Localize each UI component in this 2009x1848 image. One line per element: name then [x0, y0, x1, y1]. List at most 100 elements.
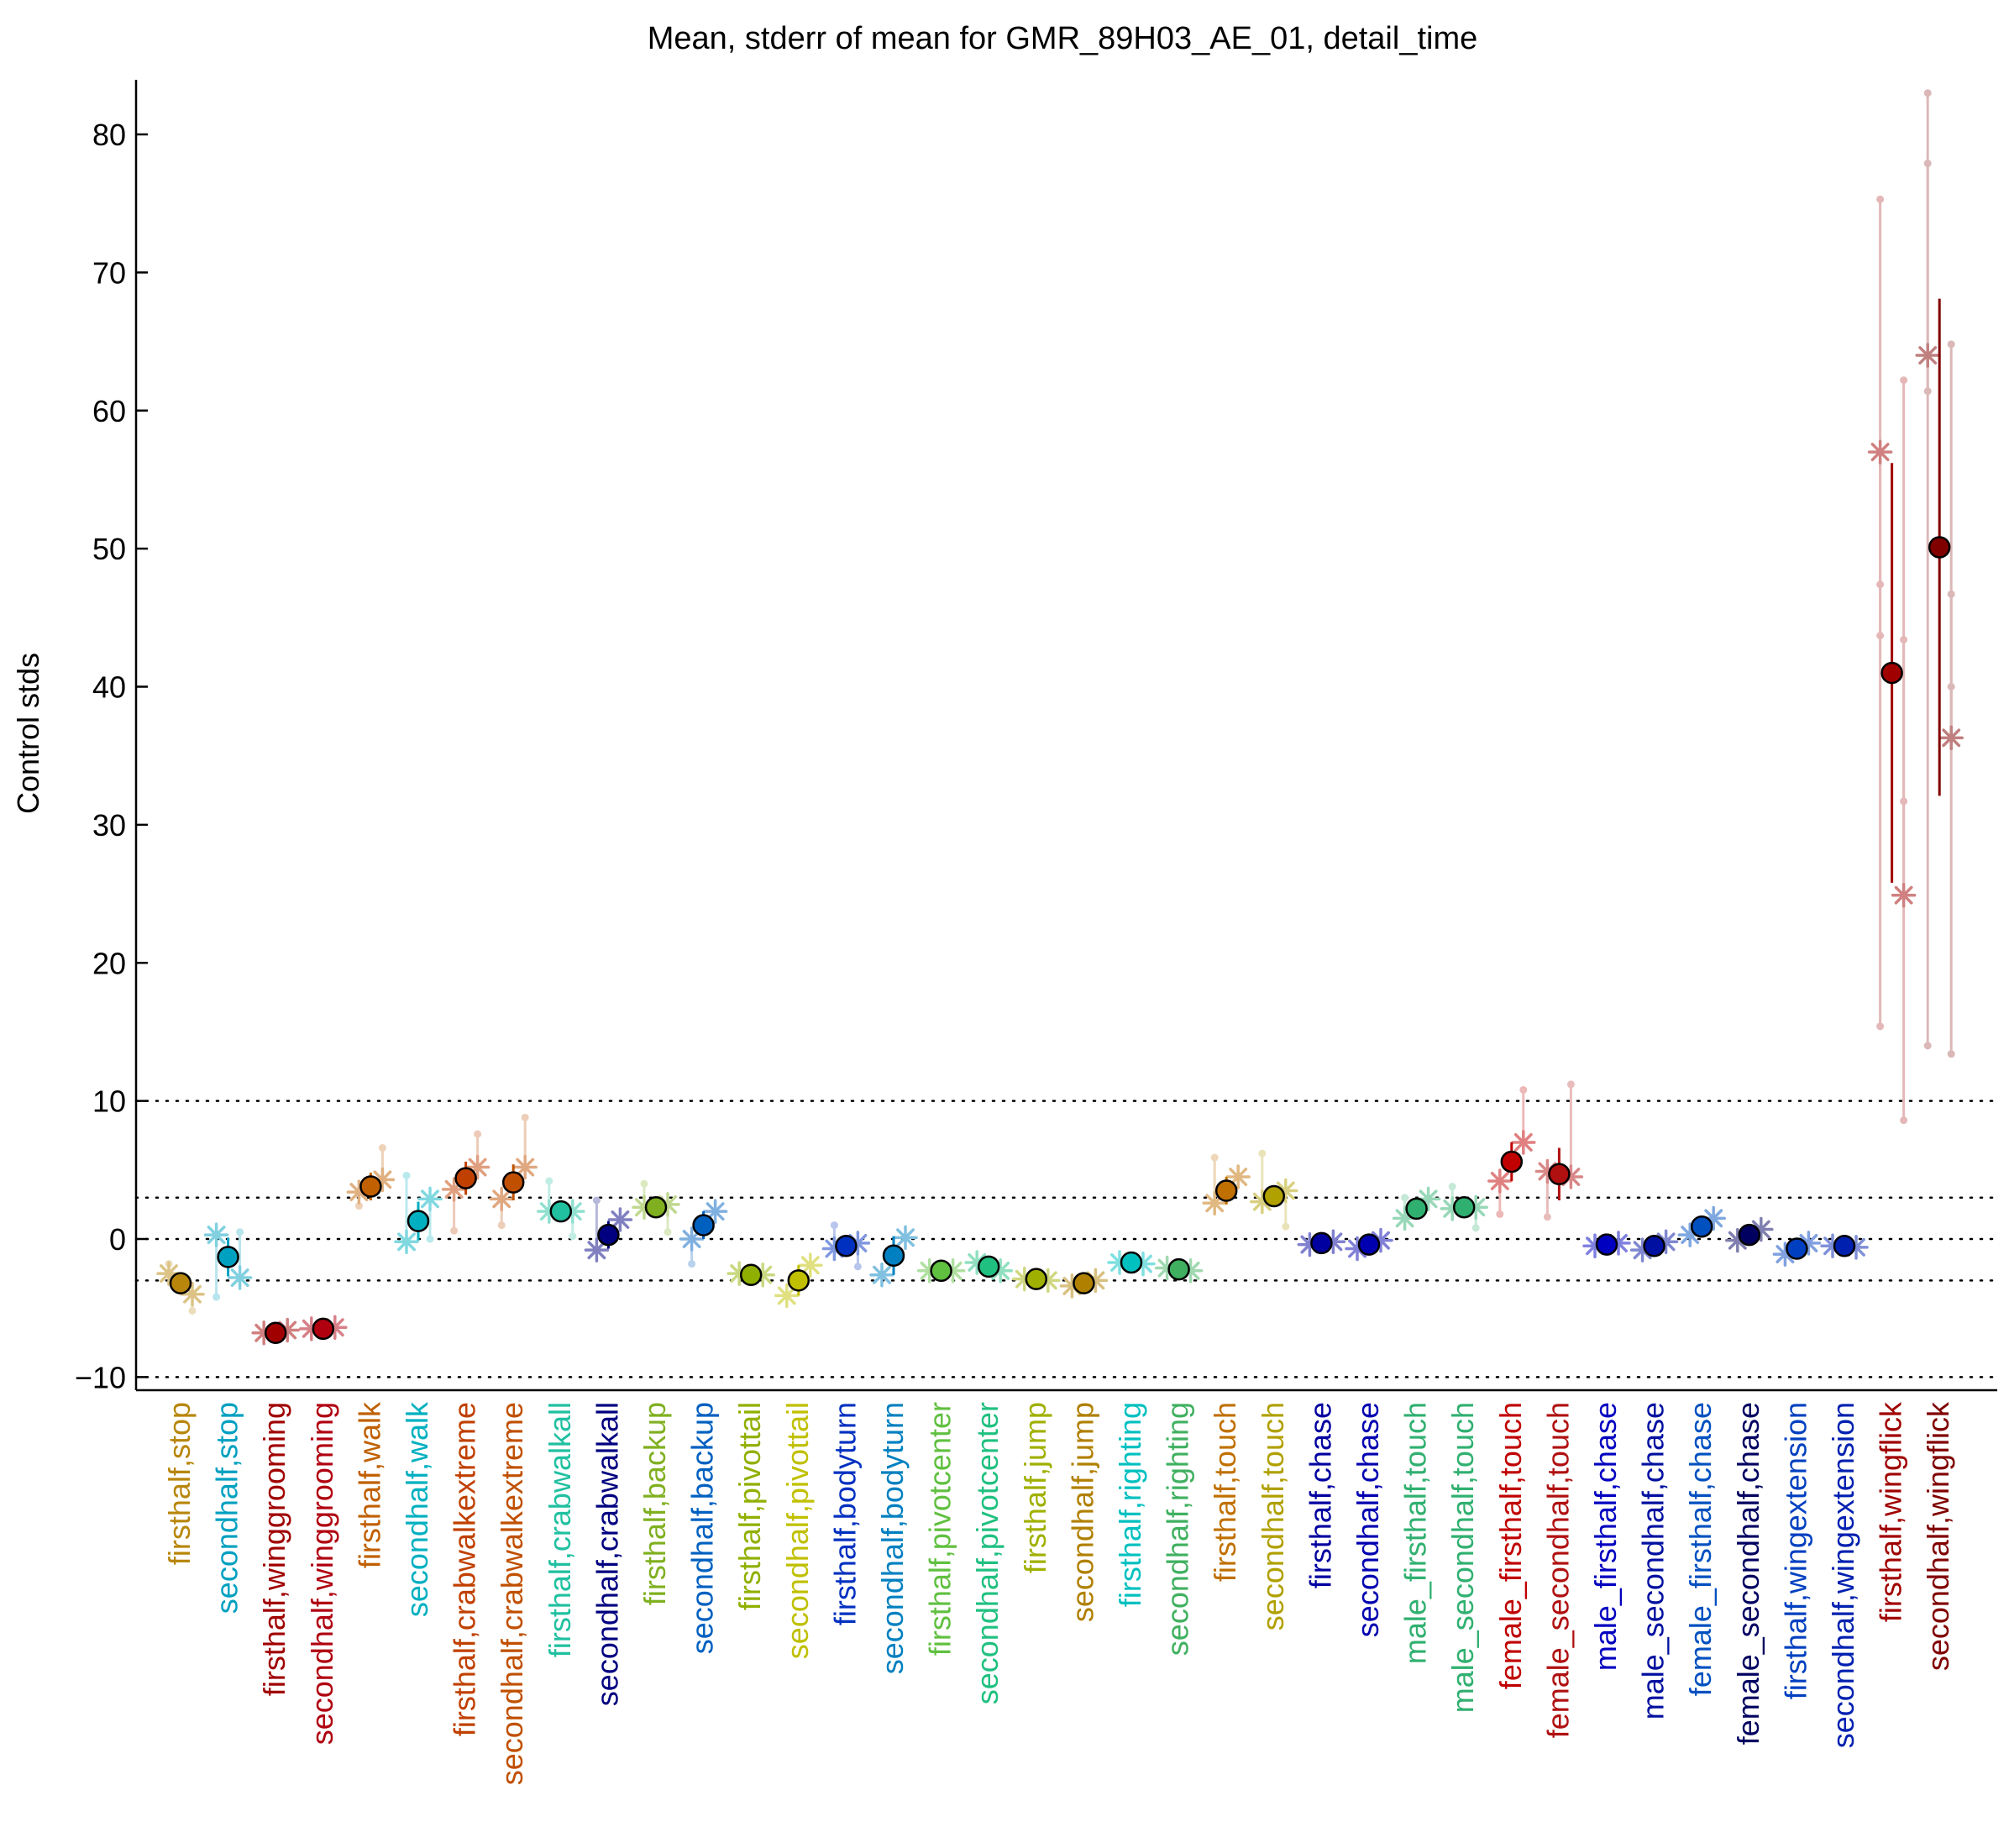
x-tick-label: firsthalf,pivotcenter: [923, 1402, 957, 1656]
sample-dot: [450, 1226, 459, 1235]
star-stroke: [1513, 1132, 1533, 1152]
sample-dot: [1900, 797, 1908, 806]
mean-marker: [1595, 1233, 1618, 1256]
category-firsthalf,walk: [346, 1144, 396, 1210]
category-firsthalf,righting: [1107, 1250, 1156, 1277]
y-axis-label: Control stds: [11, 653, 45, 814]
star-stroke: [1918, 346, 1938, 365]
sample-dot: [1496, 1210, 1504, 1218]
x-tick-label: male_secondhalf,touch: [1445, 1402, 1480, 1713]
star-marker: [417, 1186, 443, 1212]
star-marker: [584, 1237, 610, 1263]
mean-marker: [454, 1167, 477, 1189]
category-firsthalf,winggrooming: [251, 1317, 300, 1346]
star-marker: [464, 1154, 490, 1180]
sample-dot: [664, 1228, 672, 1236]
star-marker: [1891, 882, 1917, 908]
sample-dot: [1258, 1149, 1267, 1158]
x-tick-label: firsthalf,righting: [1113, 1402, 1147, 1607]
star-stroke: [968, 1253, 987, 1272]
category-secondhalf,walk: [394, 1171, 443, 1255]
x-tick-label: secondhalf,backup: [685, 1402, 720, 1654]
sample-dot: [545, 1177, 553, 1185]
category-firsthalf,pivottail: [726, 1261, 775, 1288]
star-marker: [607, 1207, 633, 1232]
mean-marker: [1500, 1150, 1524, 1173]
category-secondhalf,chase: [1345, 1227, 1393, 1262]
mean-marker: [407, 1210, 430, 1232]
sample-dot: [1900, 636, 1908, 644]
sample-dot: [640, 1179, 648, 1188]
star-stroke: [207, 1226, 226, 1245]
y-tick-label: 70: [92, 255, 126, 290]
sample-dot: [592, 1196, 601, 1205]
mean-marker: [977, 1255, 1000, 1278]
sample-dot: [497, 1221, 506, 1230]
sample-dot: [853, 1263, 862, 1271]
category-secondhalf,bodyturn: [869, 1225, 918, 1288]
star-marker: [774, 1283, 800, 1309]
sample-dot: [1947, 683, 1955, 690]
sample-dot: [1471, 1224, 1480, 1232]
star-stroke: [777, 1286, 796, 1305]
mean-marker: [1310, 1231, 1333, 1255]
x-tick-label: male_firsthalf,chase: [1588, 1402, 1623, 1671]
category-secondhalf,crabwalkextreme: [489, 1113, 538, 1230]
star-stroke: [397, 1232, 416, 1252]
x-tick-label: firsthalf,winggrooming: [257, 1402, 291, 1696]
x-tick-label: firsthalf,jump: [1018, 1402, 1052, 1573]
y-tick-label: 20: [92, 946, 126, 980]
category-female_firsthalf,touch: [1487, 1085, 1536, 1218]
y-tick-label: 60: [92, 394, 126, 428]
mean-marker: [1833, 1234, 1856, 1257]
sample-dot: [474, 1130, 482, 1138]
mean-marker: [692, 1214, 715, 1236]
mean-marker: [1357, 1233, 1381, 1256]
sample-dot: [1900, 1116, 1908, 1125]
category-male_secondhalf,chase: [1629, 1229, 1679, 1263]
category-female_secondhalf,touch: [1534, 1080, 1584, 1221]
x-tick-label: secondhalf,crabwalkall: [590, 1402, 624, 1706]
x-tick-label: firsthalf,crabwalkextreme: [448, 1402, 482, 1736]
sample-dot: [1876, 195, 1885, 203]
star-stroke: [873, 1265, 891, 1284]
category-secondhalf,righting: [1154, 1255, 1204, 1284]
category-firsthalf,touch: [1202, 1153, 1251, 1216]
sample-dot: [1210, 1153, 1219, 1162]
y-tick-label: 10: [92, 1084, 126, 1119]
sample-dot: [1876, 1022, 1885, 1031]
mean-marker: [1025, 1268, 1048, 1290]
category-secondhalf,jump: [1059, 1268, 1109, 1299]
mean-marker: [1262, 1184, 1286, 1208]
mean-marker: [1880, 661, 1903, 685]
star-stroke: [516, 1158, 535, 1177]
mean-marker: [787, 1269, 810, 1292]
sample-dot: [1900, 376, 1908, 385]
category-male_firsthalf,touch: [1392, 1186, 1441, 1231]
mean-marker: [1548, 1163, 1571, 1185]
y-tick-label: 30: [92, 808, 126, 843]
mean-marker: [1073, 1272, 1095, 1294]
x-tick-label: secondhalf,touch: [1256, 1402, 1290, 1630]
sample-dot: [688, 1260, 696, 1268]
star-marker: [489, 1186, 514, 1212]
sample-dot: [378, 1144, 386, 1152]
star-marker: [512, 1154, 538, 1180]
star-stroke: [587, 1241, 606, 1260]
mean-marker: [1690, 1215, 1713, 1238]
x-tick-label: secondhalf,wingextension: [1826, 1402, 1860, 1748]
star-stroke: [160, 1264, 178, 1284]
x-tick-label: firsthalf,wingflick: [1874, 1401, 1908, 1622]
sample-dot: [188, 1306, 197, 1315]
mean-marker: [597, 1223, 620, 1247]
x-tick-label: firsthalf,bodyturn: [827, 1402, 862, 1625]
star-stroke: [991, 1261, 1010, 1280]
x-tick-label: secondhalf,winggrooming: [305, 1402, 339, 1745]
category-secondhalf,winggrooming: [299, 1315, 348, 1341]
mean-marker: [644, 1195, 668, 1219]
category-secondhalf,pivotcenter: [964, 1250, 1013, 1284]
y-tick-label: 50: [92, 532, 126, 566]
sample-dot: [1923, 1042, 1932, 1050]
category-firsthalf,wingflick: [1867, 195, 1917, 1125]
sample-dot: [354, 1202, 363, 1210]
